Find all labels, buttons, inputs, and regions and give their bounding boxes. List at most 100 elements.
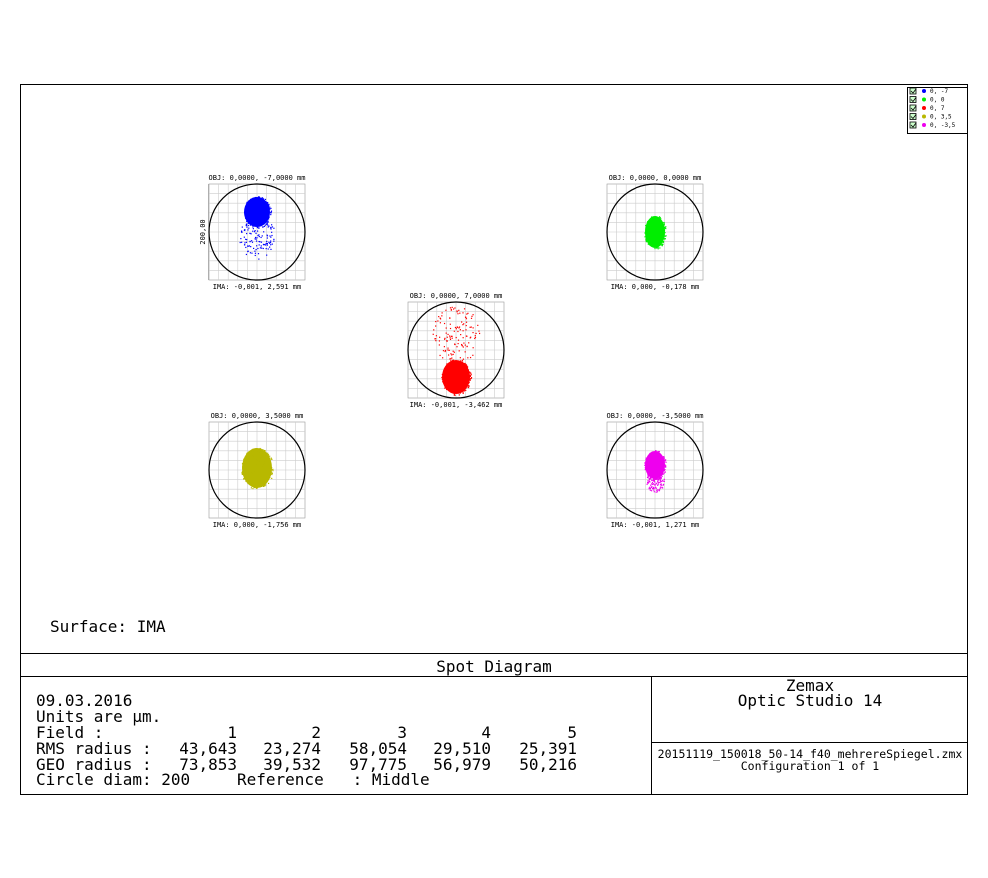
spot-dot: [460, 360, 462, 362]
spot-dot: [249, 224, 251, 226]
spot-dot: [252, 456, 255, 458]
spot-dot: [270, 244, 272, 246]
spot-dot: [245, 241, 248, 243]
spot-dot: [461, 345, 463, 347]
spot-dot: [660, 223, 662, 225]
spot-dot: [656, 233, 658, 235]
spot-dot: [464, 369, 467, 371]
spot-dot: [249, 252, 252, 254]
spot-dot: [246, 204, 248, 206]
spot-dot: [253, 454, 255, 456]
spot-dot: [447, 383, 449, 386]
spot-dot: [647, 482, 649, 484]
spot-dot: [444, 386, 446, 388]
spot-dot: [655, 475, 657, 478]
spot-dot: [245, 208, 247, 210]
spot-dot: [658, 481, 660, 484]
spot-dot: [254, 254, 256, 257]
spot-dot: [259, 213, 261, 215]
cell: 5: [567, 723, 577, 742]
spot-dot: [654, 226, 656, 229]
spot-dot: [654, 481, 656, 483]
spot-dot: [652, 474, 654, 476]
spot-dot: [649, 235, 651, 237]
spot-dot: [661, 239, 663, 241]
spot-dot: [654, 218, 656, 220]
spot-dot: [271, 224, 273, 226]
spot-dot: [647, 465, 649, 467]
spot-dot: [245, 473, 247, 475]
spot-dot: [661, 467, 664, 469]
spot-dot: [264, 221, 266, 223]
spot-dot: [661, 475, 663, 477]
spot-dot: [268, 208, 271, 210]
spot-dot: [254, 453, 256, 456]
spot-dot: [655, 466, 657, 469]
spot-dot: [459, 384, 461, 386]
spot-dot: [660, 462, 662, 464]
spot-dot: [246, 220, 248, 222]
spot-dot: [454, 343, 456, 345]
spot-dot: [463, 384, 465, 387]
spot-dot: [448, 363, 450, 366]
spot-dot: [252, 228, 254, 230]
spot-dot: [250, 471, 252, 473]
spot-dot: [256, 449, 258, 451]
spot-dot: [650, 239, 652, 241]
spot-dot: [655, 222, 657, 225]
spot-dot: [654, 216, 656, 218]
spot-dot: [445, 375, 447, 377]
spot-dot: [455, 361, 458, 363]
spot-dot: [256, 487, 258, 489]
spot-dot: [461, 321, 463, 323]
spot-dot: [453, 393, 455, 395]
spot-dot: [249, 472, 252, 474]
spot-dot: [653, 478, 655, 481]
spot-dot: [258, 227, 260, 229]
legend-dot: [922, 89, 926, 93]
spot-dot: [269, 474, 271, 476]
row-label: RMS radius :: [36, 739, 152, 758]
spot-dot: [452, 384, 455, 386]
spot-dot: [463, 374, 465, 376]
spot-dot: [657, 458, 660, 461]
spot-dot: [255, 238, 257, 240]
spot-dot: [457, 384, 460, 386]
spot-dot: [646, 476, 649, 479]
spot-dot: [246, 239, 248, 241]
spot-dot: [266, 465, 269, 468]
spot-dot: [451, 337, 453, 339]
obj-label: OBJ: 0,0000, 3,5000 mm: [211, 412, 304, 420]
spot-dot: [657, 220, 659, 222]
spot-dot: [458, 366, 460, 368]
spot-dot: [645, 468, 647, 470]
spot-dot: [442, 381, 444, 383]
legend-checkbox: [909, 121, 917, 129]
spot-dot: [657, 454, 659, 456]
spot-dot: [246, 206, 248, 208]
spot-dot: [435, 335, 438, 337]
spot-dot: [259, 458, 261, 460]
spot-dot: [451, 375, 453, 377]
spot-dot: [255, 487, 258, 489]
spot-dot: [463, 308, 466, 310]
spot-dot: [266, 462, 268, 464]
spot-dot: [657, 217, 659, 219]
spot-dot: [267, 454, 269, 456]
spot-dot: [660, 218, 662, 220]
spot-dot: [246, 459, 249, 461]
spot-dot: [247, 455, 249, 457]
spot-dot: [264, 224, 266, 226]
spot-dot: [250, 478, 252, 480]
spot-dot: [266, 242, 269, 245]
spot-dot: [457, 342, 459, 345]
spot-dot: [446, 340, 448, 342]
spot-dot: [453, 351, 455, 353]
spot-dot: [468, 342, 470, 344]
units: Units are µm.: [36, 707, 161, 726]
spot-dot: [443, 368, 446, 370]
spot-dot: [650, 461, 652, 463]
spot-dot: [654, 475, 657, 478]
spot-dot: [251, 222, 254, 224]
spot-dot: [659, 456, 661, 458]
